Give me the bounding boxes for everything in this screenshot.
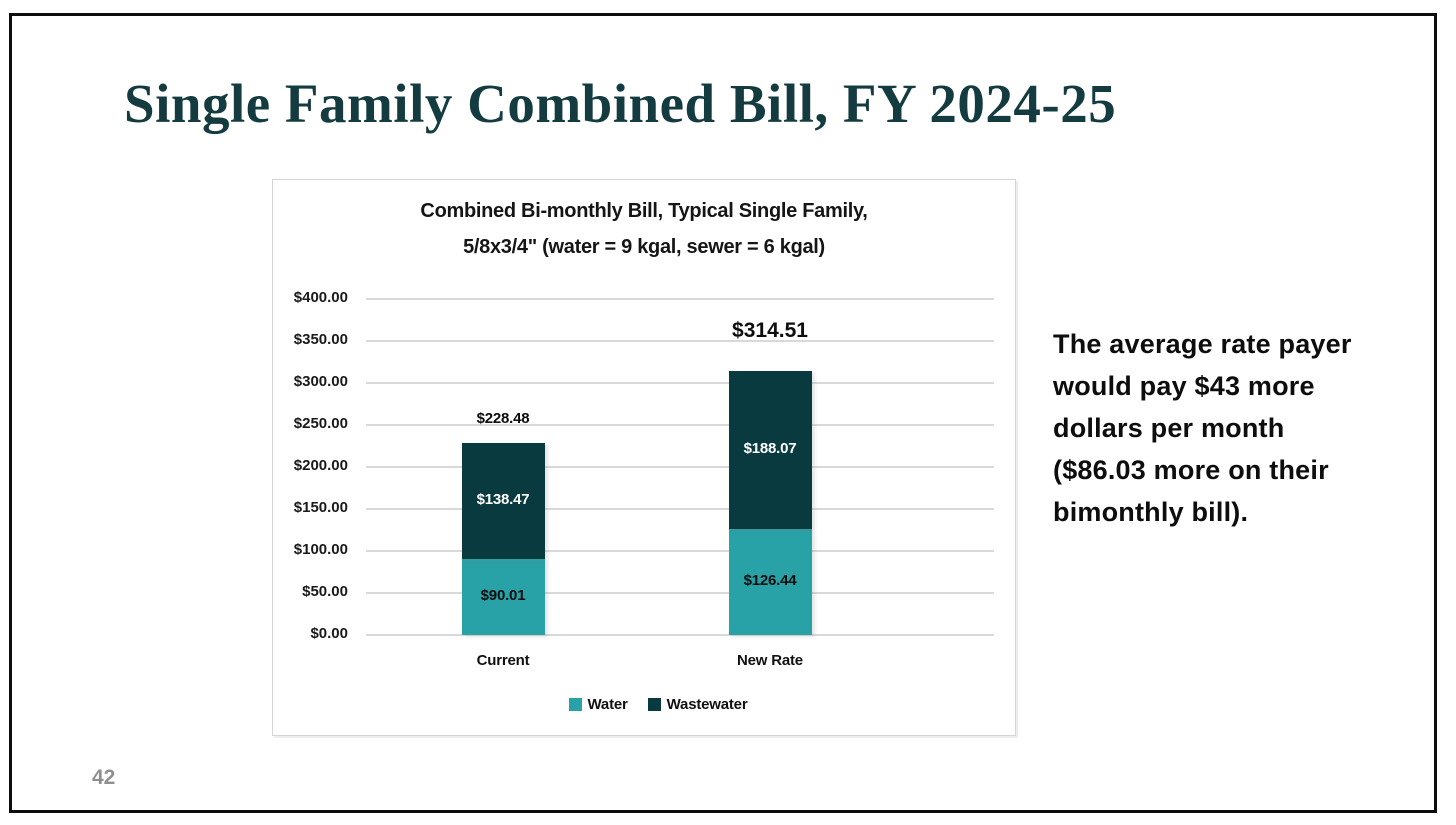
legend-item-wastewater: Wastewater bbox=[647, 696, 748, 713]
legend-label: Water bbox=[587, 696, 628, 713]
bar-segment-wastewater-new-rate: $188.07 bbox=[728, 370, 812, 529]
legend-swatch-icon bbox=[568, 698, 582, 711]
legend-swatch-icon bbox=[647, 698, 661, 711]
chart-title-line2: 5/8x3/4" (water = 9 kgal, sewer = 6 kgal… bbox=[463, 236, 825, 258]
bar-segment-water-new-rate: $126.44 bbox=[728, 528, 812, 635]
segment-value-label: $138.47 bbox=[476, 491, 530, 509]
bar-total-label: $228.48 bbox=[476, 410, 530, 428]
gridline bbox=[366, 382, 994, 384]
gridline bbox=[366, 550, 994, 552]
gridline bbox=[366, 508, 994, 510]
side-note-text: The average rate payer would pay $43 mor… bbox=[1053, 329, 1352, 527]
page-number: 42 bbox=[92, 766, 116, 789]
y-axis-tick-label: $250.00 bbox=[293, 415, 348, 432]
y-axis-tick-label: $150.00 bbox=[293, 499, 348, 516]
segment-value-label: $90.01 bbox=[480, 587, 526, 605]
chart-title: Combined Bi-monthly Bill, Typical Single… bbox=[273, 193, 1015, 265]
y-axis-tick-label: $350.00 bbox=[293, 331, 348, 348]
page-title: Single Family Combined Bill, FY 2024-25 bbox=[124, 73, 1117, 134]
gridline bbox=[366, 298, 994, 300]
y-axis-tick-label: $50.00 bbox=[302, 583, 348, 600]
combined-bill-chart: Combined Bi-monthly Bill, Typical Single… bbox=[272, 179, 1016, 736]
bar-total-label: $314.51 bbox=[732, 318, 808, 342]
legend-item-water: Water bbox=[568, 696, 628, 713]
legend-label: Wastewater bbox=[666, 696, 748, 713]
segment-value-label: $188.07 bbox=[743, 439, 797, 457]
gridline bbox=[366, 466, 994, 468]
category-label: Current bbox=[476, 652, 530, 669]
gridline bbox=[366, 592, 994, 594]
chart-title-line1: Combined Bi-monthly Bill, Typical Single… bbox=[420, 200, 868, 222]
segment-value-label: $126.44 bbox=[743, 571, 797, 589]
category-label: New Rate bbox=[737, 652, 803, 669]
gridline bbox=[366, 634, 994, 636]
y-axis-tick-label: $200.00 bbox=[293, 457, 348, 474]
y-axis-tick-label: $0.00 bbox=[310, 625, 348, 642]
y-axis-tick-label: $400.00 bbox=[293, 289, 348, 306]
bar-segment-water-current: $90.01 bbox=[461, 559, 545, 635]
y-axis-tick-label: $300.00 bbox=[293, 373, 348, 390]
gridline bbox=[366, 424, 994, 426]
chart-legend: Water Wastewater bbox=[287, 696, 1029, 713]
y-axis-tick-label: $100.00 bbox=[293, 541, 348, 558]
gridline bbox=[366, 340, 994, 342]
bar-segment-wastewater-current: $138.47 bbox=[461, 443, 545, 560]
